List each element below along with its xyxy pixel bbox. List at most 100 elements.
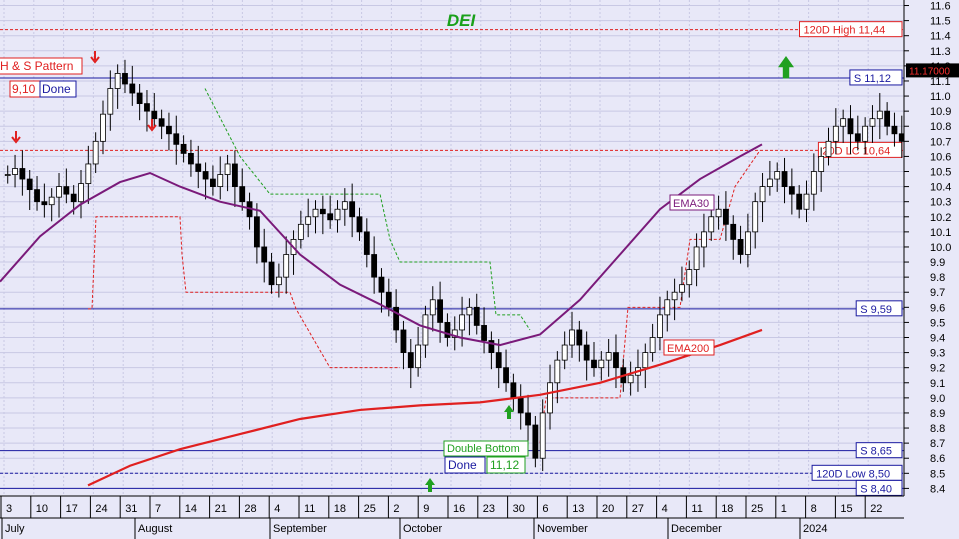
x-tick-label: 4 [274, 503, 280, 515]
x-tick-label: 20 [602, 503, 614, 515]
candle-body [708, 216, 715, 233]
level-label: S 8,40 [860, 483, 892, 495]
x-tick-label: 23 [483, 503, 495, 515]
candle-body [283, 254, 290, 278]
y-tick-label: 11.6 [930, 1, 951, 13]
candle-body [679, 284, 685, 293]
candle-body [224, 163, 231, 175]
candle-body [891, 125, 898, 135]
y-tick-label: 8.7 [930, 438, 945, 450]
x-tick-label: 2 [393, 503, 399, 515]
candle-body [737, 239, 744, 255]
candle-body [701, 231, 707, 248]
candle-body [664, 299, 671, 316]
y-axis-panel [904, 0, 959, 539]
y-tick-label: 9.8 [930, 272, 945, 284]
candle-body [788, 186, 795, 195]
candle-body [437, 299, 443, 323]
candle-body [510, 382, 517, 399]
candle-body [781, 171, 788, 187]
candle-body [495, 352, 502, 369]
candle-body [715, 208, 722, 218]
pattern-name-label: Double Bottom [447, 443, 520, 455]
y-axis: 8.4 8.5 8.6 8.7 8.8 8.9 9.0 9.1 9.2 9.3 9.4 9.5 9.6 9… [903, 0, 959, 539]
candle-body [547, 382, 553, 414]
candle-body [466, 306, 473, 316]
x-tick-label: 16 [453, 503, 465, 515]
x-tick-label: 27 [632, 503, 644, 515]
level-label-box [855, 300, 903, 317]
candle-body [825, 140, 832, 157]
x-tick-label: 6 [542, 503, 548, 515]
candle-body [840, 118, 847, 127]
candle-body [532, 424, 539, 459]
x-tick-label: 8 [811, 503, 817, 515]
y-tick-label: 8.4 [930, 483, 945, 495]
last-price-label: 11.17000 [909, 66, 950, 77]
x-tick-label: 13 [572, 503, 584, 515]
candle-body [393, 306, 400, 331]
candle-body [473, 306, 480, 326]
last-price-box [906, 63, 959, 78]
candle-body [275, 276, 282, 286]
candle-body [591, 359, 597, 369]
x-tick-label: 22 [870, 503, 882, 515]
x-month-label: November [537, 523, 588, 535]
y-tick-label: 10.9 [930, 106, 951, 118]
candle-body [759, 186, 766, 203]
x-month-label: December [671, 523, 722, 535]
red-trailing-stop [88, 216, 400, 369]
candle-body [429, 299, 436, 316]
x-tick-label: 14 [185, 503, 197, 515]
chart-title: DEI [447, 11, 477, 30]
x-month-label: 2024 [803, 523, 827, 535]
candle-body [459, 314, 465, 331]
candle-body [107, 88, 114, 115]
candle-body [41, 201, 48, 206]
candle-body [569, 329, 575, 346]
down-arrow-icon [147, 124, 157, 132]
y-tick-label: 10.8 [930, 121, 951, 133]
candle-body [26, 178, 33, 191]
candle-body [539, 412, 546, 459]
level-label: 120D Low 8,50 [816, 468, 890, 480]
candle-body [876, 110, 883, 120]
candle-body [583, 344, 590, 361]
annotations: H & S Pattern 9,10 Done Double Bottom Done 11… [0, 51, 794, 492]
x-tick-label: 9 [423, 503, 429, 515]
candle-body [723, 208, 729, 225]
pattern-label-box [0, 57, 83, 75]
candle-body [202, 171, 209, 180]
candle-body [371, 254, 378, 278]
candle-body [730, 223, 737, 240]
y-tick-label: 10.7 [930, 136, 951, 148]
x-tick-label: 15 [840, 503, 852, 515]
candle-body [862, 125, 869, 142]
candle-body [657, 314, 663, 338]
pattern-value-label: 9,10 [12, 82, 36, 96]
x-tick-label: 31 [125, 503, 137, 515]
green-trailing-stop [204, 88, 531, 331]
candle-body [803, 193, 810, 210]
x-tick-label: 10 [36, 503, 48, 515]
pattern-value-box [486, 456, 526, 474]
pattern-status-box [39, 80, 77, 98]
candle-body [554, 359, 561, 384]
candle-body [188, 153, 194, 165]
level-label: 120D High 11,44 [804, 25, 886, 37]
x-tick-label: 7 [155, 503, 161, 515]
pattern-value-label: 11,12 [490, 458, 519, 472]
y-tick-label: 8.8 [930, 423, 945, 435]
y-tick-label: 9.6 [930, 302, 945, 314]
pattern-name-label: H & S Pattern [0, 59, 73, 73]
moving-averages [0, 143, 763, 487]
x-tick-label: 21 [215, 503, 227, 515]
x-tick-label: 18 [334, 503, 346, 515]
level-label: S 8,65 [860, 446, 892, 458]
level-label: S 9,59 [860, 304, 892, 316]
candle-body [488, 340, 495, 353]
candle-body [407, 352, 414, 369]
candle-body [744, 231, 751, 255]
x-tick-label: 4 [662, 503, 668, 515]
candle-body [869, 118, 876, 127]
